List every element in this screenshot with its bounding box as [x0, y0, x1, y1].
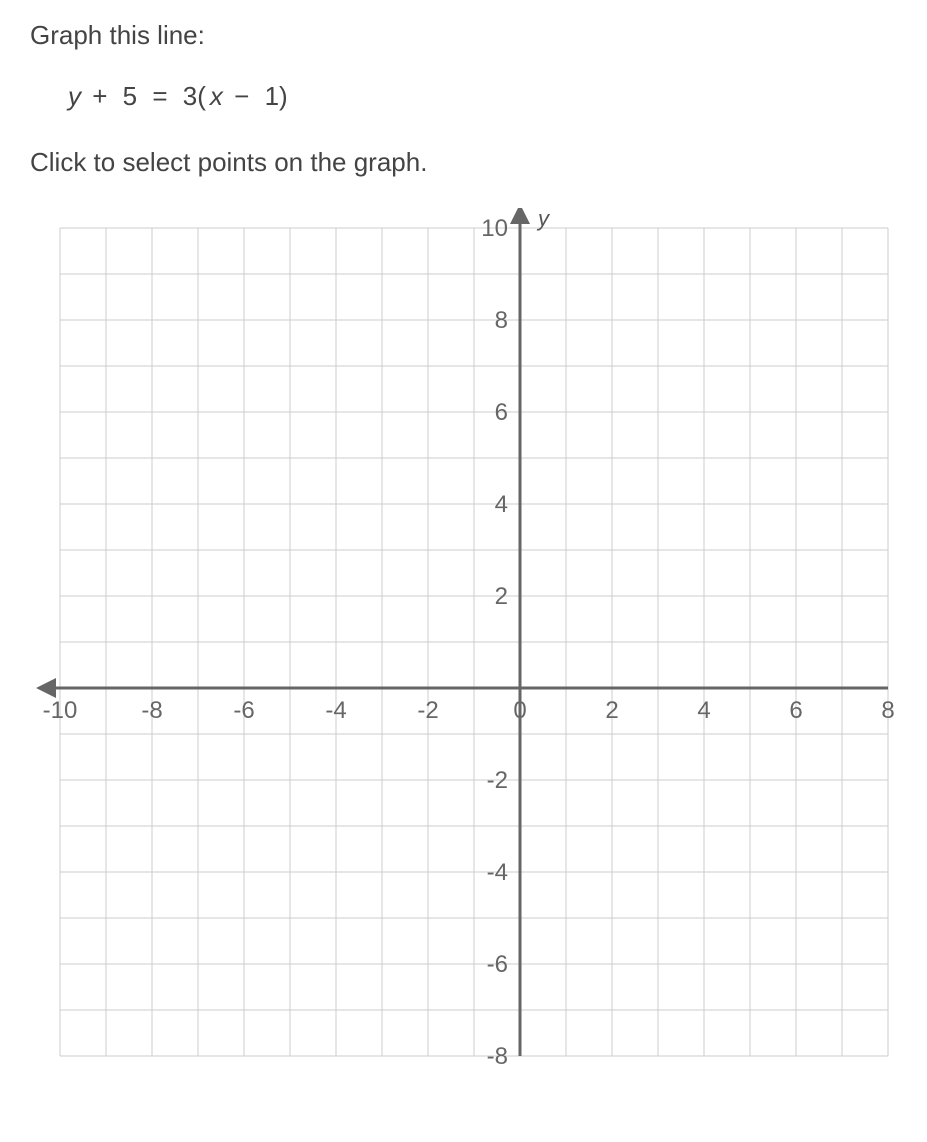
svg-text:8: 8	[881, 697, 894, 724]
svg-text:-6: -6	[233, 697, 254, 724]
svg-text:-2: -2	[417, 697, 438, 724]
instruction-text: Graph this line:	[30, 20, 897, 51]
equation-1paren: 1)	[265, 81, 288, 111]
equation-var-x: x	[210, 81, 223, 111]
svg-text:-2: -2	[487, 767, 508, 794]
equation-var-y: y	[68, 81, 81, 111]
coordinate-graph[interactable]: y -10 -8 -6 -4 -2 0 2 4 6 8 -8 -6 -4 -2 2 4 6 8 10	[30, 208, 900, 1068]
svg-text:6: 6	[495, 399, 508, 426]
svg-text:4: 4	[495, 491, 508, 518]
svg-text:-4: -4	[487, 859, 508, 886]
svg-text:y: y	[536, 208, 551, 231]
svg-text:8: 8	[495, 307, 508, 334]
equation-3paren: 3(	[183, 81, 206, 111]
svg-text:-6: -6	[487, 951, 508, 978]
svg-text:10: 10	[481, 215, 508, 242]
axis-lines	[36, 208, 888, 1056]
svg-text:4: 4	[697, 697, 710, 724]
svg-text:-10: -10	[43, 697, 78, 724]
svg-text:0: 0	[513, 697, 526, 724]
equation-display: y + 5 = 3(x − 1)	[68, 81, 897, 112]
svg-text:2: 2	[495, 583, 508, 610]
svg-text:-4: -4	[325, 697, 346, 724]
graph-svg[interactable]: y -10 -8 -6 -4 -2 0 2 4 6 8 -8 -6 -4 -2 2 4 6 8 10	[30, 208, 900, 1068]
subinstruction-text: Click to select points on the graph.	[30, 147, 897, 178]
svg-text:6: 6	[789, 697, 802, 724]
tick-labels: y -10 -8 -6 -4 -2 0 2 4 6 8 -8 -6 -4 -2 2 4 6 8 10	[43, 208, 895, 1068]
equation-minus: −	[234, 81, 249, 111]
svg-text:-8: -8	[487, 1043, 508, 1068]
svg-text:2: 2	[605, 697, 618, 724]
equation-num1: 5	[123, 81, 137, 111]
equation-equals: =	[152, 81, 167, 111]
equation-plus: +	[92, 81, 107, 111]
svg-text:-8: -8	[141, 697, 162, 724]
grid-lines	[60, 228, 888, 1056]
